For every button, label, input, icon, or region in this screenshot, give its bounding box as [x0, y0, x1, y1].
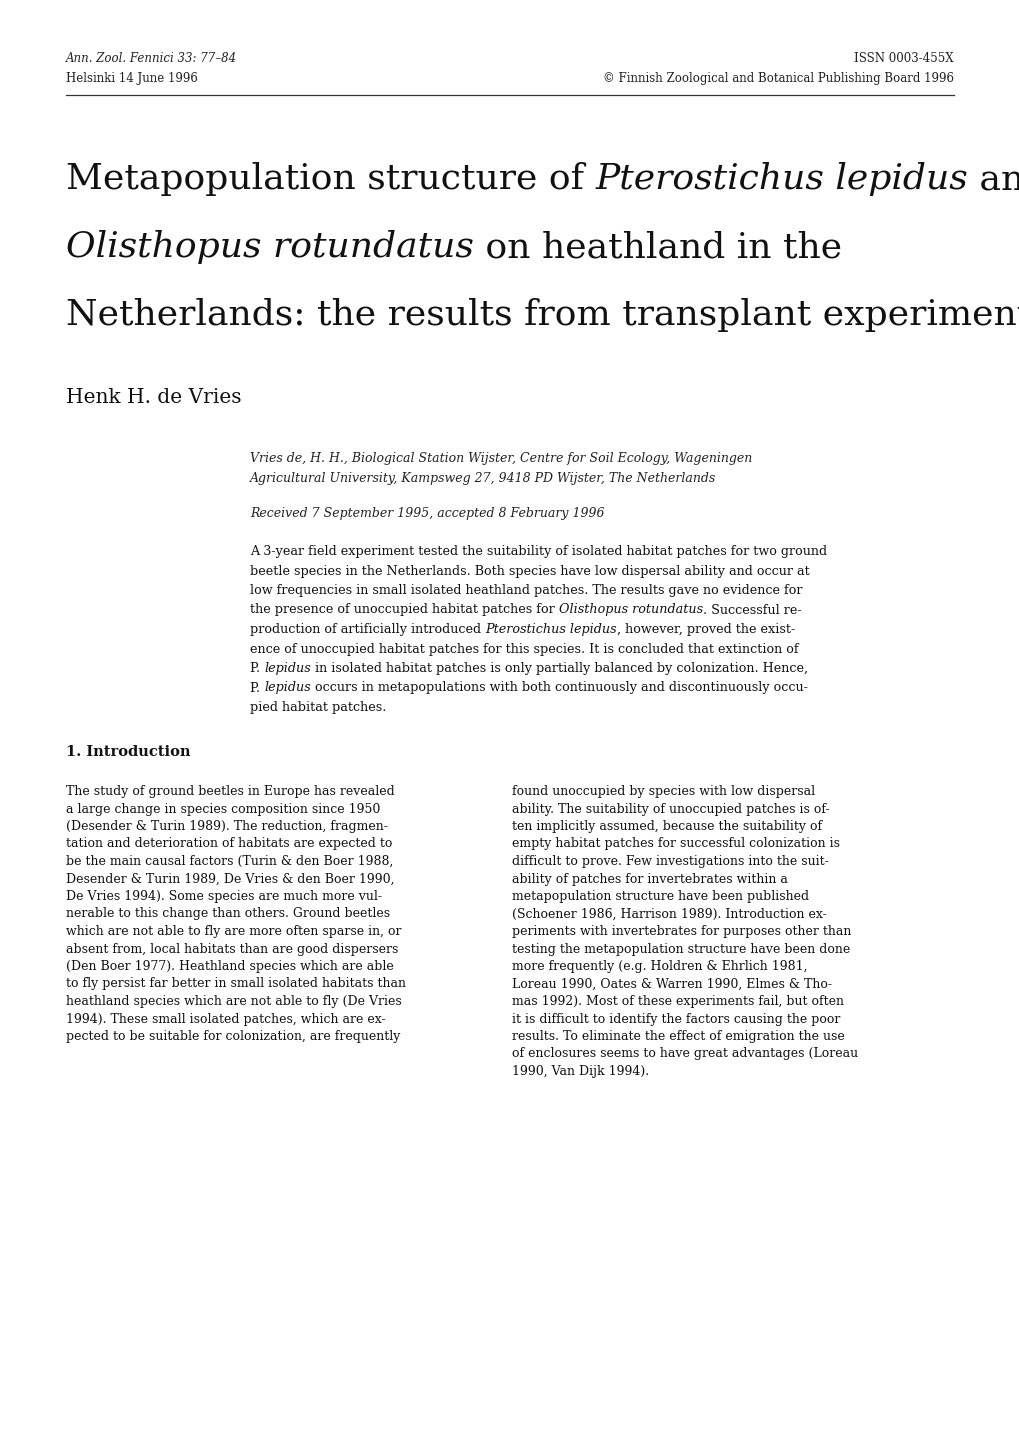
Text: metapopulation structure have been published: metapopulation structure have been publi…	[512, 890, 808, 903]
Text: Desender & Turin 1989, De Vries & den Boer 1990,: Desender & Turin 1989, De Vries & den Bo…	[66, 872, 394, 885]
Text: of enclosures seems to have great advantages (Loreau: of enclosures seems to have great advant…	[512, 1048, 857, 1061]
Text: a large change in species composition since 1950: a large change in species composition si…	[66, 803, 380, 816]
Text: Pterostichus lepidus: Pterostichus lepidus	[595, 162, 967, 196]
Text: Olisthopus rotundatus: Olisthopus rotundatus	[558, 603, 702, 616]
Text: (Den Boer 1977). Heathland species which are able: (Den Boer 1977). Heathland species which…	[66, 961, 393, 972]
Text: (Desender & Turin 1989). The reduction, fragmen-: (Desender & Turin 1989). The reduction, …	[66, 820, 387, 833]
Text: on heathland in the: on heathland in the	[474, 230, 841, 264]
Text: lepidus: lepidus	[264, 681, 311, 694]
Text: 1990, Van Dijk 1994).: 1990, Van Dijk 1994).	[512, 1065, 648, 1078]
Text: to fly persist far better in small isolated habitats than: to fly persist far better in small isola…	[66, 978, 406, 991]
Text: mas 1992). Most of these experiments fail, but often: mas 1992). Most of these experiments fai…	[512, 995, 843, 1009]
Text: Vries de, H. H., Biological Station Wijster, Centre for Soil Ecology, Wageningen: Vries de, H. H., Biological Station Wijs…	[250, 452, 752, 465]
Text: Received 7 September 1995, accepted 8 February 1996: Received 7 September 1995, accepted 8 Fe…	[250, 507, 604, 520]
Text: 1994). These small isolated patches, which are ex-: 1994). These small isolated patches, whi…	[66, 1013, 385, 1026]
Text: occurs in metapopulations with both continuously and discontinuously occu-: occurs in metapopulations with both cont…	[311, 681, 807, 694]
Text: in isolated habitat patches is only partially balanced by colonization. Hence,: in isolated habitat patches is only part…	[311, 662, 807, 675]
Text: ISSN 0003-455X: ISSN 0003-455X	[854, 52, 953, 65]
Text: (Schoener 1986, Harrison 1989). Introduction ex-: (Schoener 1986, Harrison 1989). Introduc…	[512, 907, 826, 920]
Text: nerable to this change than others. Ground beetles: nerable to this change than others. Grou…	[66, 907, 389, 920]
Text: Olisthopus rotundatus: Olisthopus rotundatus	[66, 230, 474, 264]
Text: found unoccupied by species with low dispersal: found unoccupied by species with low dis…	[512, 785, 814, 798]
Text: beetle species in the Netherlands. Both species have low dispersal ability and o: beetle species in the Netherlands. Both …	[250, 565, 809, 578]
Text: Helsinki 14 June 1996: Helsinki 14 June 1996	[66, 72, 198, 85]
Text: which are not able to fly are more often sparse in, or: which are not able to fly are more often…	[66, 924, 401, 938]
Text: 1. Introduction: 1. Introduction	[66, 745, 191, 759]
Text: ence of unoccupied habitat patches for this species. It is concluded that extinc: ence of unoccupied habitat patches for t…	[250, 642, 798, 655]
Text: Ann. Zool. Fennici 33: 77–84: Ann. Zool. Fennici 33: 77–84	[66, 52, 236, 65]
Text: , however, proved the exist-: , however, proved the exist-	[616, 623, 794, 636]
Text: Henk H. de Vries: Henk H. de Vries	[66, 388, 242, 407]
Text: more frequently (e.g. Holdren & Ehrlich 1981,: more frequently (e.g. Holdren & Ehrlich …	[512, 961, 807, 972]
Text: low frequencies in small isolated heathland patches. The results gave no evidenc: low frequencies in small isolated heathl…	[250, 584, 802, 597]
Text: testing the metapopulation structure have been done: testing the metapopulation structure hav…	[512, 942, 850, 955]
Text: P.: P.	[250, 681, 264, 694]
Text: the presence of unoccupied habitat patches for: the presence of unoccupied habitat patch…	[250, 603, 558, 616]
Text: . Successful re-: . Successful re-	[702, 603, 801, 616]
Text: Loreau 1990, Oates & Warren 1990, Elmes & Tho-: Loreau 1990, Oates & Warren 1990, Elmes …	[512, 978, 832, 991]
Text: periments with invertebrates for purposes other than: periments with invertebrates for purpose…	[512, 924, 851, 938]
Text: tation and deterioration of habitats are expected to: tation and deterioration of habitats are…	[66, 838, 392, 851]
Text: absent from, local habitats than are good dispersers: absent from, local habitats than are goo…	[66, 942, 398, 955]
Text: Metapopulation structure of: Metapopulation structure of	[66, 162, 595, 196]
Text: production of artificially introduced: production of artificially introduced	[250, 623, 485, 636]
Text: Pterostichus lepidus: Pterostichus lepidus	[485, 623, 616, 636]
Text: © Finnish Zoological and Botanical Publishing Board 1996: © Finnish Zoological and Botanical Publi…	[602, 72, 953, 85]
Text: difficult to prove. Few investigations into the suit-: difficult to prove. Few investigations i…	[512, 855, 828, 868]
Text: ten implicitly assumed, because the suitability of: ten implicitly assumed, because the suit…	[512, 820, 821, 833]
Text: heathland species which are not able to fly (De Vries: heathland species which are not able to …	[66, 995, 401, 1009]
Text: Netherlands: the results from transplant experiments: Netherlands: the results from transplant…	[66, 298, 1019, 332]
Text: P.: P.	[250, 662, 264, 675]
Text: results. To eliminate the effect of emigration the use: results. To eliminate the effect of emig…	[512, 1030, 844, 1043]
Text: ability of patches for invertebrates within a: ability of patches for invertebrates wit…	[512, 872, 787, 885]
Text: A 3-year field experiment tested the suitability of isolated habitat patches for: A 3-year field experiment tested the sui…	[250, 545, 826, 558]
Text: and: and	[967, 162, 1019, 196]
Text: lepidus: lepidus	[264, 662, 311, 675]
Text: The study of ground beetles in Europe has revealed: The study of ground beetles in Europe ha…	[66, 785, 394, 798]
Text: pected to be suitable for colonization, are frequently: pected to be suitable for colonization, …	[66, 1030, 400, 1043]
Text: it is difficult to identify the factors causing the poor: it is difficult to identify the factors …	[512, 1013, 840, 1026]
Text: De Vries 1994). Some species are much more vul-: De Vries 1994). Some species are much mo…	[66, 890, 382, 903]
Text: be the main causal factors (Turin & den Boer 1988,: be the main causal factors (Turin & den …	[66, 855, 393, 868]
Text: empty habitat patches for successful colonization is: empty habitat patches for successful col…	[512, 838, 840, 851]
Text: pied habitat patches.: pied habitat patches.	[250, 701, 386, 714]
Text: ability. The suitability of unoccupied patches is of-: ability. The suitability of unoccupied p…	[512, 803, 828, 816]
Text: Agricultural University, Kampsweg 27, 9418 PD Wijster, The Netherlands: Agricultural University, Kampsweg 27, 94…	[250, 472, 715, 485]
